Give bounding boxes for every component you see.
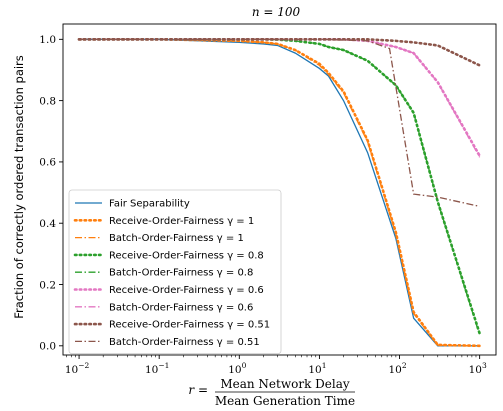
y-tick-label: 0.0: [39, 341, 56, 353]
axes-layer: 0.0 0.2 0.4 0.6 0.8 1.0 10−2 10−1 100 101 102 103: [39, 23, 497, 376]
x-axis-label-denominator: Mean Generation Time: [215, 394, 355, 408]
y-tick-label: 0.4: [39, 218, 56, 230]
legend-label: Batch-Order-Fairness γ = 0.6: [109, 302, 253, 313]
x-tick-label: 101: [308, 361, 326, 376]
legend-label: Receive-Order-Fairness γ = 0.51: [109, 320, 270, 331]
y-axis-label: Fraction of correctly ordered transactio…: [12, 55, 26, 319]
legend-label: Receive-Order-Fairness γ = 0.6: [109, 285, 264, 296]
x-axis-label-numerator: Mean Network Delay: [220, 377, 350, 391]
legend-label: Batch-Order-Fairness γ = 0.8: [109, 268, 253, 279]
series-line-3: [79, 38, 480, 347]
x-axis-label-prefix: r =: [188, 383, 208, 397]
x-tick-label: 10−1: [145, 361, 169, 376]
axes-frame: [62, 23, 497, 356]
y-tick-label: 0.6: [39, 157, 56, 169]
y-tick-label: 0.8: [39, 95, 56, 107]
x-tick-label: 100: [228, 361, 246, 376]
legend-label: Batch-Order-Fairness γ = 0.51: [109, 337, 260, 348]
chart-title: n = 100: [252, 5, 301, 19]
legend-label: Fair Separability: [109, 199, 190, 210]
x-tick-label: 103: [469, 361, 487, 376]
legend-label: Receive-Order-Fairness γ = 0.8: [109, 250, 264, 261]
x-tick-label: 102: [388, 361, 406, 376]
legend: Fair Separability Receive-Order-Fairness …: [68, 189, 282, 355]
legend-label: Receive-Order-Fairness γ = 1: [109, 216, 254, 227]
legend-label: Batch-Order-Fairness γ = 1: [109, 233, 244, 244]
series-layer: [77, 38, 481, 348]
y-tick-label: 0.2: [39, 279, 56, 291]
series-line-9: [79, 38, 480, 207]
y-tick-label: 1.0: [39, 34, 56, 46]
legend-frame: [68, 189, 282, 355]
x-tick-label: 10−2: [65, 361, 90, 376]
series-line-8: [77, 38, 481, 67]
series-line-1: [79, 38, 480, 347]
x-axis-label: r = Mean Network Delay Mean Generation T…: [188, 377, 355, 408]
